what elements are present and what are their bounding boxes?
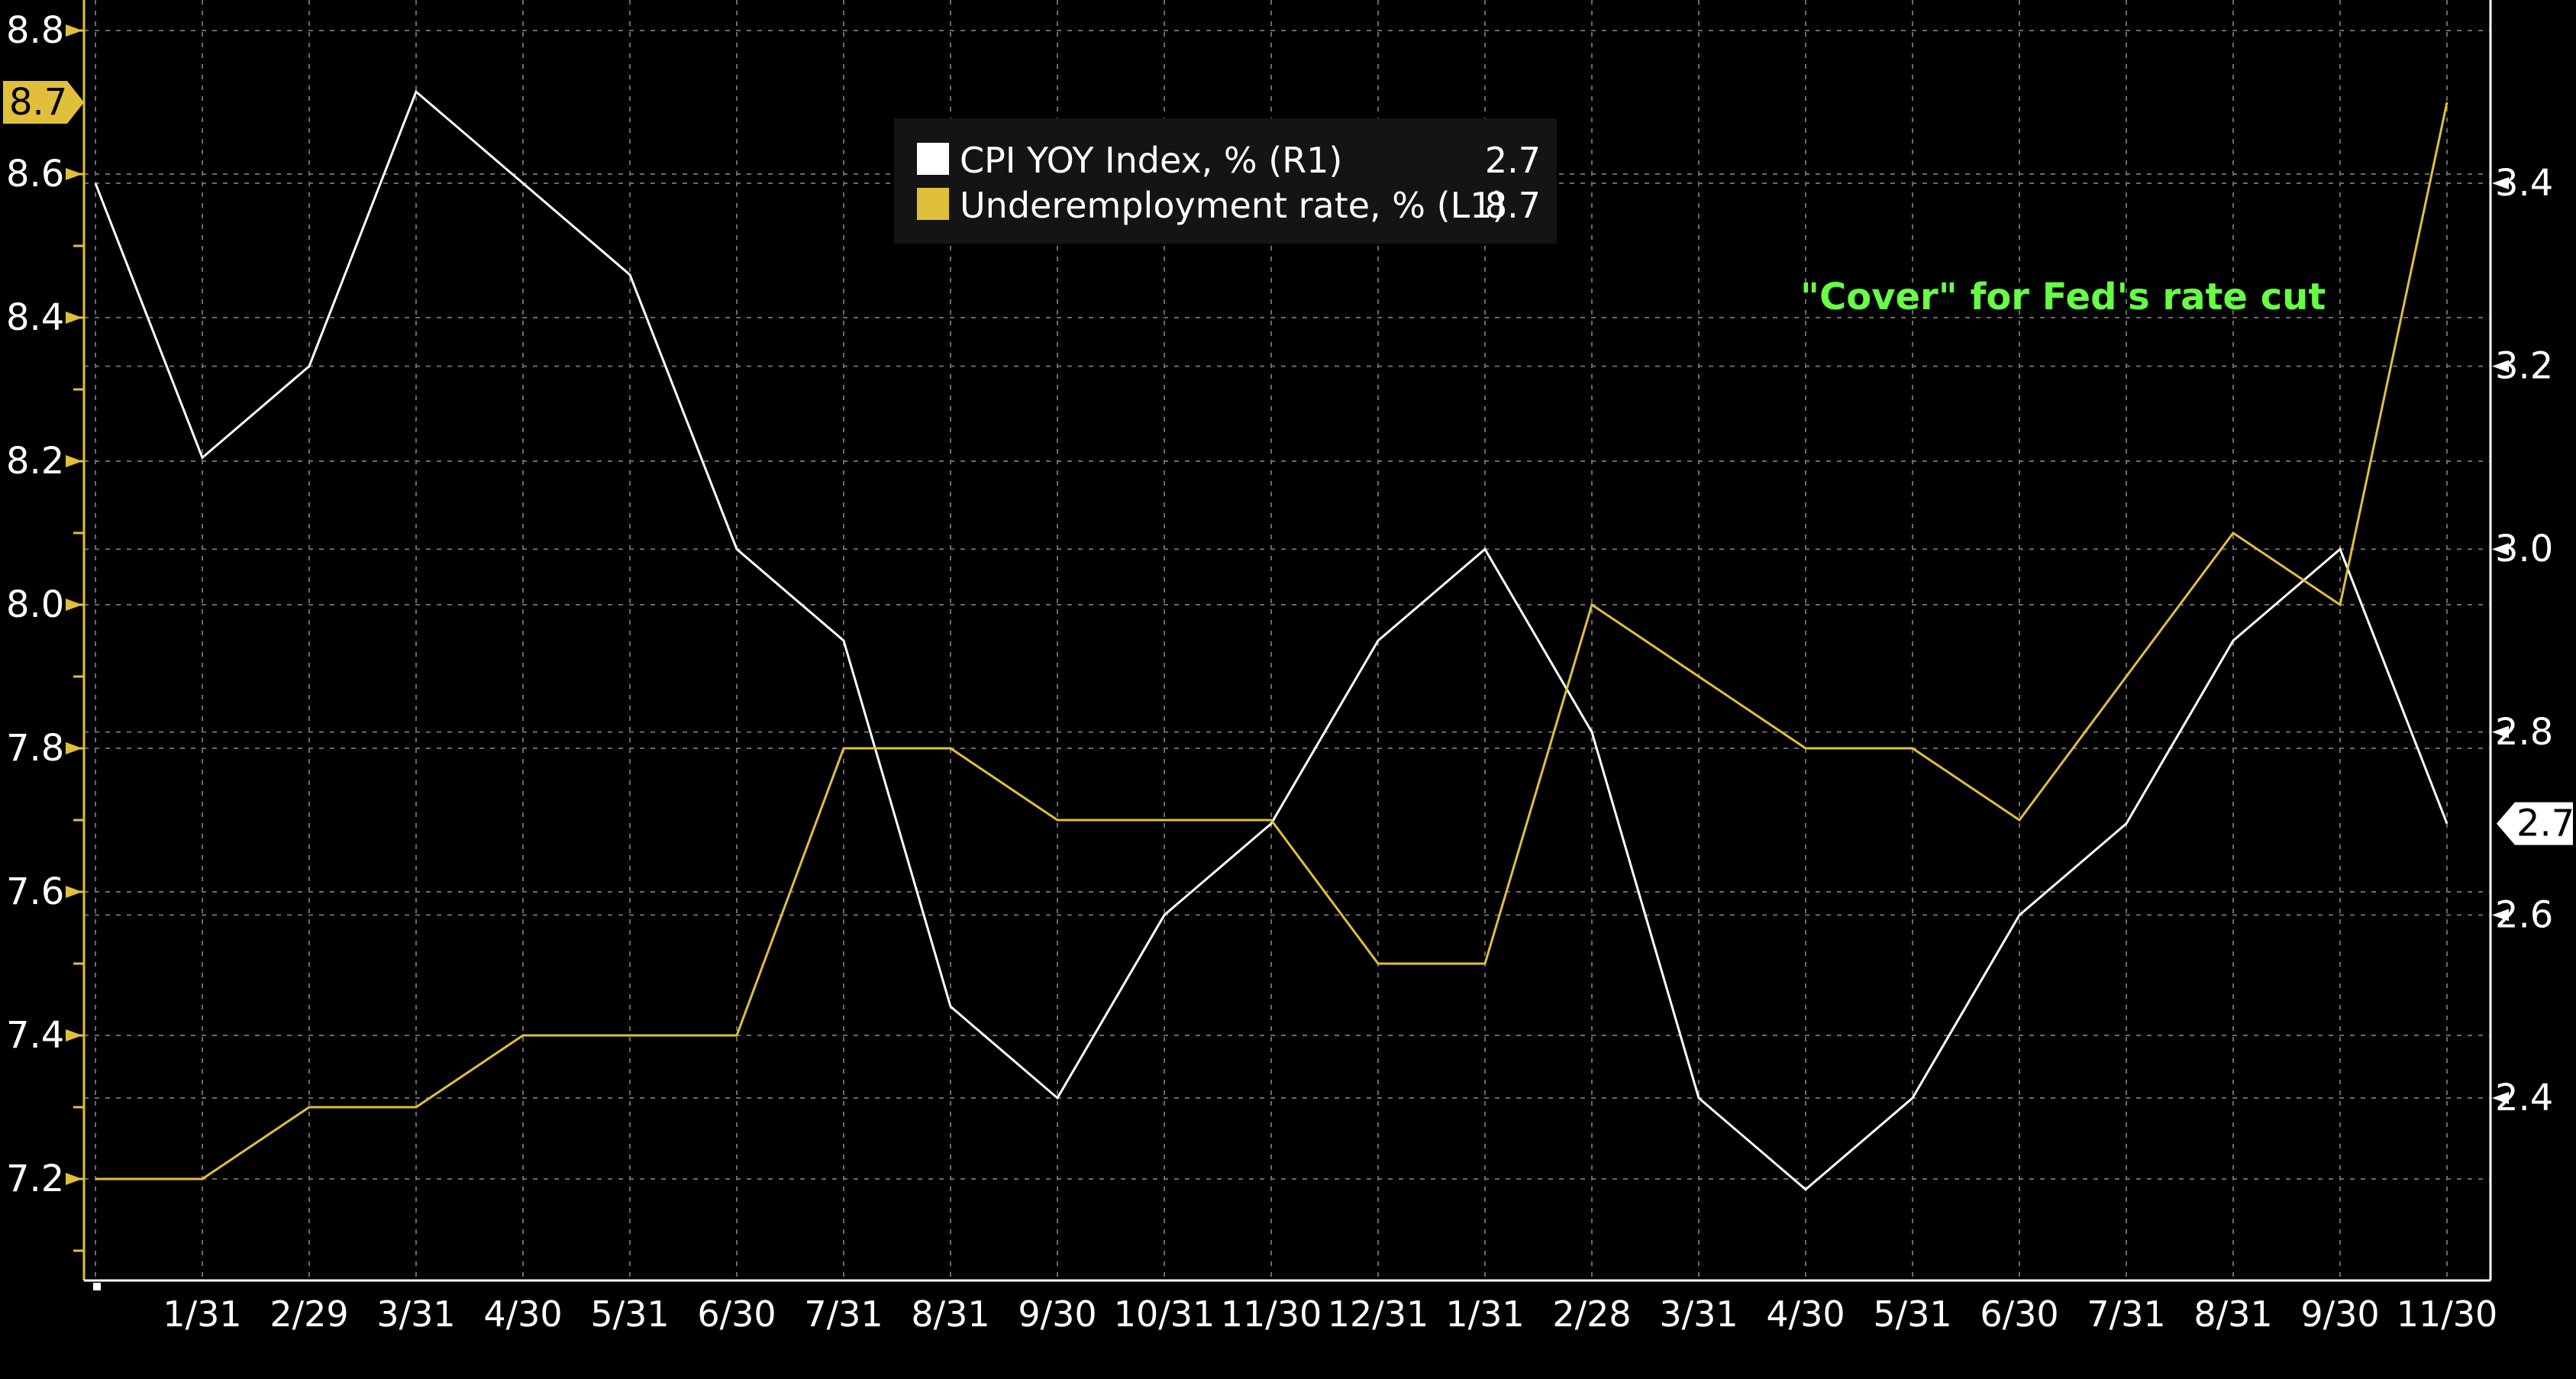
last-value-tag-underemployment (3, 81, 84, 124)
x-axis-origin-marker (93, 1283, 101, 1290)
annotation-text: "Cover" for Fed's rate cut (1800, 276, 2326, 318)
x-tick-label: 7/31 (804, 1293, 883, 1335)
legend-value-underemployment: 8.7 (1485, 185, 1541, 226)
left-tick-label: 7.6 (6, 870, 64, 913)
x-tick-label: 6/30 (697, 1293, 776, 1335)
x-tick-label: 9/30 (2300, 1293, 2379, 1335)
legend-box (894, 118, 1557, 244)
x-tick-label: 4/30 (1766, 1293, 1845, 1335)
x-tick-label: 5/31 (590, 1293, 669, 1335)
last-value-label-underemployment: 8.7 (9, 81, 67, 124)
x-tick-label: 2/29 (270, 1293, 348, 1335)
left-tick-label: 7.2 (6, 1158, 64, 1200)
left-tick-label: 8.6 (6, 153, 64, 195)
left-tick-label: 8.2 (6, 440, 64, 483)
left-tick-label: 8.8 (6, 9, 64, 52)
legend-swatch-cpi (917, 143, 949, 175)
x-tick-label: 12/31 (1328, 1293, 1429, 1335)
x-tick-label: 1/31 (163, 1293, 241, 1335)
x-tick-label: 8/31 (2193, 1293, 2272, 1335)
x-tick-label: 4/30 (483, 1293, 562, 1335)
left-tick-label: 7.4 (6, 1014, 64, 1057)
x-tick-label: 3/31 (1659, 1293, 1738, 1335)
x-tick-label: 11/30 (1221, 1293, 1322, 1335)
legend-label-underemployment: Underemployment rate, % (L1) (960, 185, 1506, 226)
x-tick-label: 10/31 (1114, 1293, 1215, 1335)
x-tick-label: 11/30 (2397, 1293, 2498, 1335)
x-tick-label: 1/31 (1445, 1293, 1524, 1335)
legend-swatch-underemployment (917, 188, 949, 220)
axes: 1/31 2/29 3/31 4/30 5/31 6/30 7/31 8/31 9/30 10/3… (6, 0, 2553, 1335)
left-tick-label: 8.4 (6, 296, 64, 339)
series-line-cpi (94, 89, 2448, 1191)
right-tick-marker (2492, 1092, 2509, 1104)
series-line-underemployment (95, 102, 2448, 1180)
left-tick-label: 8.0 (6, 583, 64, 626)
series-lines (94, 89, 2448, 1191)
last-value-label-cpi: 2.7 (2516, 803, 2574, 845)
last-value-tags: 8.72.7 (3, 81, 2574, 845)
legend: CPI YOY Index, % (R1) 2.7 Underemploymen… (894, 118, 1557, 244)
right-tick-marker (2492, 177, 2509, 189)
left-tick-label: 7.8 (6, 727, 64, 770)
x-tick-label: 7/31 (2087, 1293, 2165, 1335)
legend-label-cpi: CPI YOY Index, % (R1) (960, 140, 1342, 181)
right-tick-marker (2492, 360, 2509, 373)
x-tick-label: 5/31 (1873, 1293, 1951, 1335)
x-tick-label: 8/31 (911, 1293, 989, 1335)
right-tick-marker (2492, 543, 2509, 556)
x-tick-label: 9/30 (1018, 1293, 1096, 1335)
x-tick-label: 3/31 (376, 1293, 455, 1335)
x-tick-label: 6/30 (1980, 1293, 2058, 1335)
right-tick-marker (2492, 725, 2509, 738)
legend-value-cpi: 2.7 (1485, 140, 1541, 181)
x-tick-label: 2/28 (1552, 1293, 1631, 1335)
right-tick-marker (2492, 909, 2509, 922)
last-value-tag-cpi (2497, 802, 2573, 845)
